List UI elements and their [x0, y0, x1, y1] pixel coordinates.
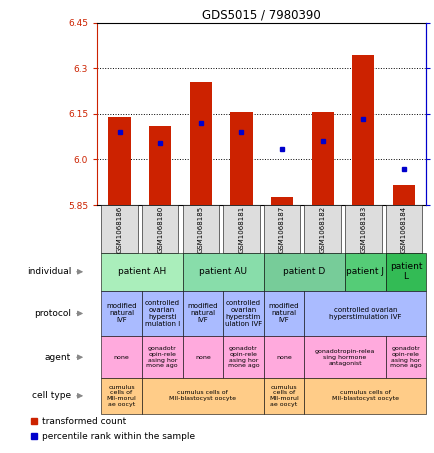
FancyBboxPatch shape [141, 290, 182, 337]
FancyBboxPatch shape [141, 337, 182, 378]
Bar [311, 112, 333, 205]
Text: GSM1068182: GSM1068182 [319, 206, 325, 253]
Text: cell type: cell type [32, 391, 71, 400]
Text: gonadotr
opin-rele
asing hor
mone ago: gonadotr opin-rele asing hor mone ago [389, 346, 421, 368]
FancyBboxPatch shape [263, 205, 299, 253]
Text: controlled ovarian
hyperstimulation IVF: controlled ovarian hyperstimulation IVF [329, 307, 401, 320]
FancyBboxPatch shape [385, 337, 425, 378]
Text: modified
natural
IVF: modified natural IVF [268, 304, 299, 323]
Text: patient D: patient D [283, 267, 325, 276]
Text: controlled
ovarian
hyperstim
ulation IVF: controlled ovarian hyperstim ulation IVF [224, 300, 261, 327]
FancyBboxPatch shape [182, 337, 223, 378]
FancyBboxPatch shape [182, 290, 223, 337]
Bar [392, 185, 414, 205]
Text: protocol: protocol [34, 309, 71, 318]
FancyBboxPatch shape [344, 253, 385, 290]
Text: GSM1068186: GSM1068186 [116, 205, 122, 253]
FancyBboxPatch shape [263, 290, 304, 337]
FancyBboxPatch shape [182, 205, 219, 253]
Text: modified
natural
IVF: modified natural IVF [106, 304, 137, 323]
Text: GSM1068185: GSM1068185 [197, 206, 203, 253]
Text: gonadotr
opin-rele
asing hor
mone ago: gonadotr opin-rele asing hor mone ago [146, 346, 178, 368]
FancyBboxPatch shape [263, 337, 304, 378]
FancyBboxPatch shape [101, 337, 141, 378]
FancyBboxPatch shape [385, 205, 421, 253]
Text: GSM1068180: GSM1068180 [157, 205, 163, 253]
FancyBboxPatch shape [101, 205, 138, 253]
Text: cumulus cells of
MII-blastocyst oocyte: cumulus cells of MII-blastocyst oocyte [169, 390, 236, 401]
Text: patient AU: patient AU [199, 267, 247, 276]
Text: patient AH: patient AH [118, 267, 166, 276]
FancyBboxPatch shape [263, 253, 344, 290]
Title: GDS5015 / 7980390: GDS5015 / 7980390 [202, 9, 320, 21]
Text: cumulus
cells of
MII-morul
ae oocyt: cumulus cells of MII-morul ae oocyt [106, 385, 136, 407]
FancyBboxPatch shape [344, 205, 381, 253]
Bar [148, 126, 171, 205]
FancyBboxPatch shape [101, 290, 141, 337]
FancyBboxPatch shape [101, 253, 182, 290]
FancyBboxPatch shape [141, 205, 178, 253]
Bar [270, 198, 293, 205]
Text: modified
natural
IVF: modified natural IVF [187, 304, 217, 323]
FancyBboxPatch shape [101, 378, 141, 414]
FancyBboxPatch shape [223, 290, 263, 337]
Bar [230, 112, 252, 205]
Text: GSM1068184: GSM1068184 [400, 206, 406, 253]
Text: agent: agent [45, 353, 71, 362]
Text: gonadotr
opin-rele
asing hor
mone ago: gonadotr opin-rele asing hor mone ago [227, 346, 259, 368]
Text: cumulus cells of
MII-blastocyst oocyte: cumulus cells of MII-blastocyst oocyte [331, 390, 398, 401]
Text: gonadotropin-relea
sing hormone
antagonist: gonadotropin-relea sing hormone antagoni… [314, 349, 375, 366]
Bar [108, 117, 130, 205]
Text: GSM1068187: GSM1068187 [279, 205, 284, 253]
Bar [352, 54, 374, 205]
Text: patient J: patient J [345, 267, 384, 276]
Text: patient
L: patient L [389, 262, 421, 281]
FancyBboxPatch shape [304, 290, 425, 337]
FancyBboxPatch shape [263, 378, 304, 414]
FancyBboxPatch shape [223, 205, 259, 253]
FancyBboxPatch shape [223, 337, 263, 378]
Text: none: none [276, 355, 291, 360]
Text: none: none [194, 355, 210, 360]
FancyBboxPatch shape [182, 253, 263, 290]
Text: GSM1068181: GSM1068181 [238, 205, 244, 253]
FancyBboxPatch shape [304, 337, 385, 378]
Text: GSM1068183: GSM1068183 [359, 205, 365, 253]
FancyBboxPatch shape [141, 378, 263, 414]
FancyBboxPatch shape [304, 378, 425, 414]
Text: controlled
ovarian
hypersti
mulation I: controlled ovarian hypersti mulation I [144, 300, 179, 327]
Bar [189, 82, 211, 205]
FancyBboxPatch shape [304, 205, 340, 253]
Text: none: none [113, 355, 129, 360]
Text: percentile rank within the sample: percentile rank within the sample [42, 432, 195, 441]
Text: individual: individual [27, 267, 71, 276]
Text: cumulus
cells of
MII-morul
ae oocyt: cumulus cells of MII-morul ae oocyt [269, 385, 298, 407]
Text: transformed count: transformed count [42, 417, 126, 426]
FancyBboxPatch shape [385, 253, 425, 290]
